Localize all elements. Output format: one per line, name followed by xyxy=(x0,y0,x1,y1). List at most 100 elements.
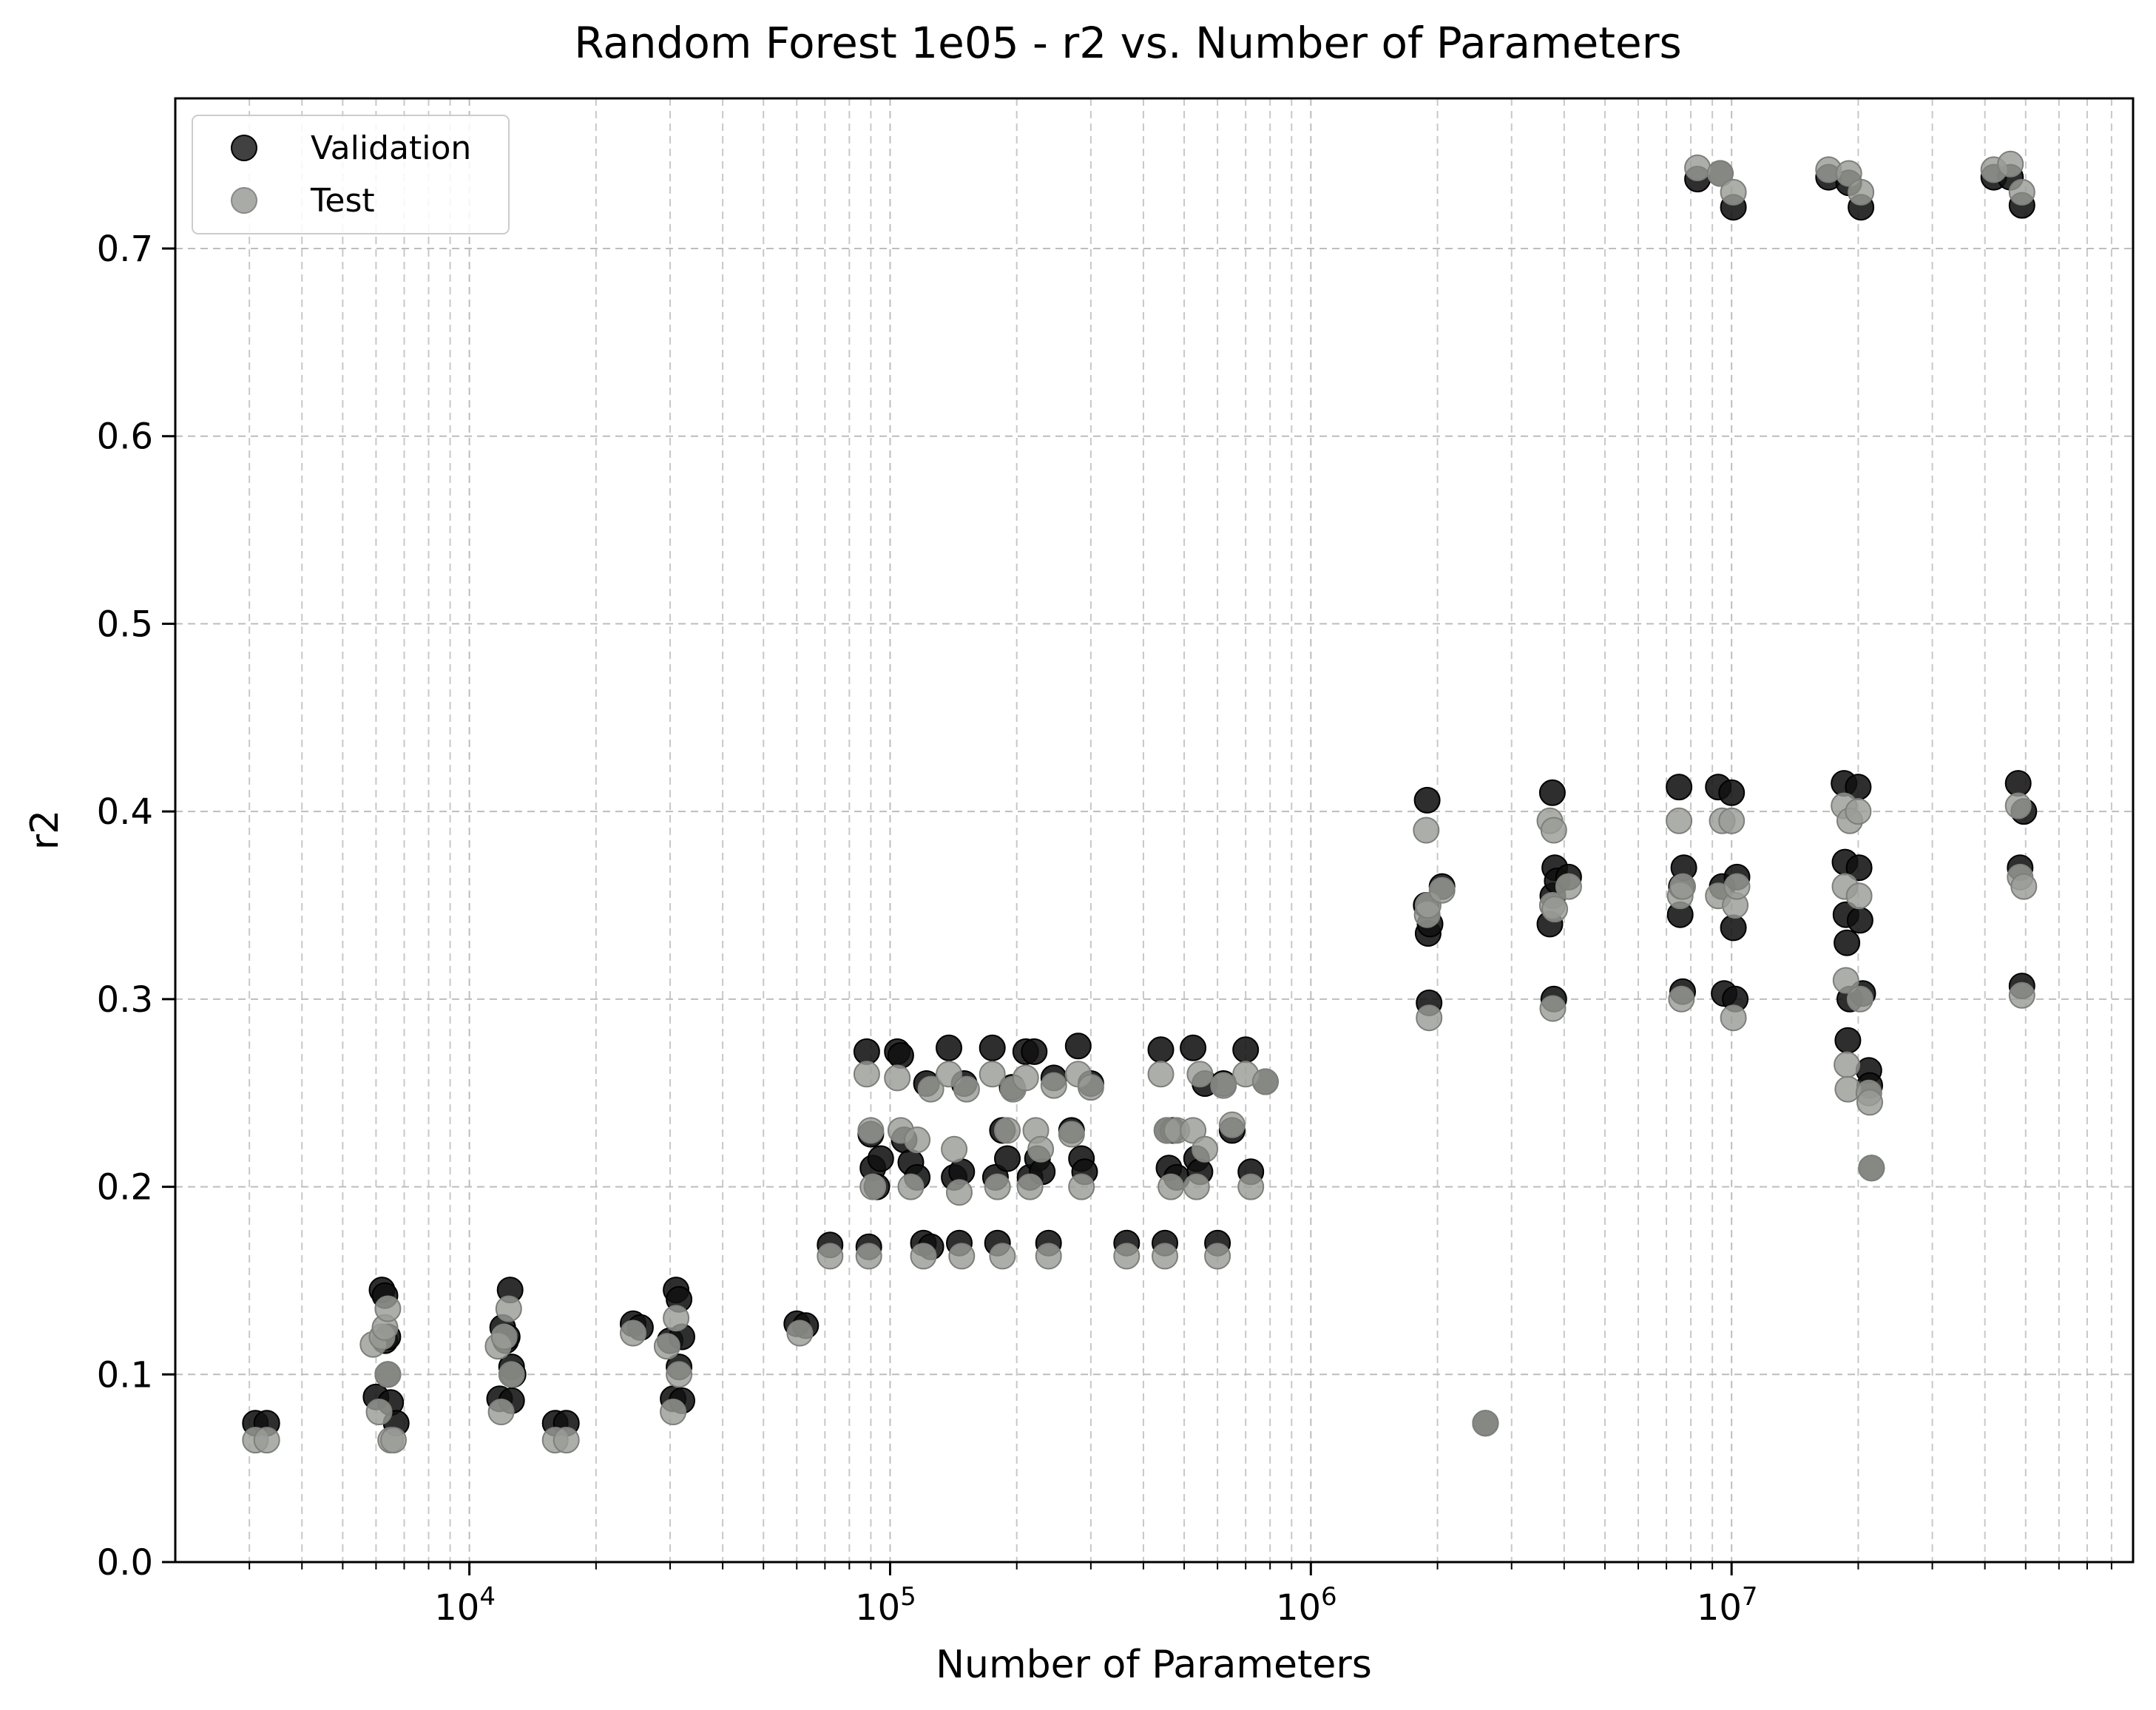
data-point xyxy=(1666,774,1693,801)
data-point xyxy=(786,1319,814,1347)
data-point xyxy=(1720,1004,1747,1032)
data-point xyxy=(1539,995,1567,1022)
x-tick-exponent: 5 xyxy=(900,1582,916,1612)
y-tick-label: 0.5 xyxy=(97,604,153,645)
legend-marker-test xyxy=(231,187,257,214)
x-tick-exponent: 6 xyxy=(1321,1582,1337,1612)
data-point xyxy=(1723,873,1751,900)
data-point xyxy=(1068,1173,1095,1200)
data-point xyxy=(1666,807,1693,834)
data-point xyxy=(887,1042,914,1069)
series-test xyxy=(242,150,2038,1454)
data-point xyxy=(374,1361,402,1388)
data-point xyxy=(1180,1117,1207,1144)
chart-title: Random Forest 1e05 - r2 vs. Number of Pa… xyxy=(574,18,1682,68)
data-point xyxy=(859,1173,887,1200)
data-point xyxy=(817,1243,844,1270)
data-point xyxy=(495,1295,522,1322)
data-point xyxy=(941,1135,968,1163)
plot-frame xyxy=(174,97,2135,1564)
data-point xyxy=(1835,160,1862,187)
data-point xyxy=(660,1399,687,1425)
data-point xyxy=(1413,786,1441,814)
data-point xyxy=(1669,873,1696,900)
data-point xyxy=(2004,770,2032,797)
legend: Validation Test xyxy=(192,115,510,234)
data-point xyxy=(994,1117,1021,1144)
x-tick-exponent: 7 xyxy=(1742,1582,1758,1612)
data-point xyxy=(1035,1243,1062,1270)
data-point xyxy=(380,1427,407,1454)
data-point xyxy=(867,1145,894,1172)
data-point xyxy=(1845,882,1873,910)
data-point xyxy=(490,1323,518,1351)
data-point xyxy=(989,1243,1016,1270)
data-point xyxy=(1845,798,1872,825)
y-axis: 0.0 0.1 0.2 0.3 0.4 0.5 0.6 0.7 xyxy=(97,229,175,1584)
legend-marker-validation xyxy=(231,135,257,161)
data-point xyxy=(1147,1061,1175,1088)
data-point xyxy=(1192,1135,1219,1163)
y-tick-label: 0.4 xyxy=(97,791,153,833)
data-point xyxy=(984,1173,1011,1200)
data-point xyxy=(1077,1074,1104,1101)
data-point xyxy=(1232,1036,1260,1064)
x-tick-exponent: 4 xyxy=(479,1582,496,1612)
y-tick-label: 0.6 xyxy=(97,416,153,458)
data-point xyxy=(1147,1036,1175,1064)
data-point xyxy=(1541,896,1569,923)
data-point xyxy=(1204,1243,1231,1270)
data-point xyxy=(1858,1155,1885,1182)
data-point xyxy=(1720,178,1747,206)
x-tick-label: 105 xyxy=(855,1582,916,1629)
data-point xyxy=(1846,985,1873,1013)
data-point xyxy=(1186,1061,1214,1088)
data-point xyxy=(666,1361,693,1388)
data-point xyxy=(1540,817,1567,844)
data-point xyxy=(1718,807,1746,834)
y-tick-label: 0.0 xyxy=(97,1542,153,1584)
data-point xyxy=(979,1034,1006,1061)
data-point xyxy=(1997,150,2024,178)
data-point xyxy=(1832,967,1859,994)
data-point xyxy=(1413,817,1440,844)
data-point xyxy=(1183,1173,1210,1200)
data-point xyxy=(1834,1051,1861,1078)
data-point xyxy=(2008,981,2035,1009)
data-point xyxy=(374,1295,402,1322)
data-point xyxy=(552,1427,580,1454)
x-tick-base: 10 xyxy=(1697,1587,1742,1629)
data-point xyxy=(946,1179,973,1206)
data-point xyxy=(1720,914,1747,942)
data-point xyxy=(917,1075,944,1103)
data-point xyxy=(1016,1173,1044,1200)
legend-box xyxy=(192,115,510,234)
data-point xyxy=(2004,792,2032,819)
data-point xyxy=(904,1126,931,1154)
data-point xyxy=(1416,1004,1443,1032)
y-axis-label: r2 xyxy=(23,810,67,850)
data-point xyxy=(936,1034,962,1061)
data-point xyxy=(1834,1027,1862,1054)
data-point xyxy=(498,1361,525,1388)
data-point xyxy=(653,1333,680,1360)
data-point xyxy=(1706,160,1734,187)
data-point xyxy=(1668,985,1695,1013)
data-point xyxy=(910,1243,937,1270)
x-tick-base: 10 xyxy=(855,1587,900,1629)
data-point xyxy=(1856,1089,1883,1116)
data-point xyxy=(1538,779,1566,806)
data-point xyxy=(1210,1072,1237,1099)
grid-layer xyxy=(175,98,2133,1563)
data-point xyxy=(1064,1033,1092,1060)
data-point xyxy=(857,1117,885,1144)
data-point xyxy=(1218,1111,1246,1138)
y-tick-label: 0.2 xyxy=(97,1167,153,1209)
data-point xyxy=(1428,876,1456,904)
data-point xyxy=(884,1064,911,1092)
x-axis: 104 105 106 107 xyxy=(249,1562,2112,1629)
data-point xyxy=(1555,873,1582,900)
data-point xyxy=(487,1399,515,1425)
data-point xyxy=(853,1061,880,1088)
